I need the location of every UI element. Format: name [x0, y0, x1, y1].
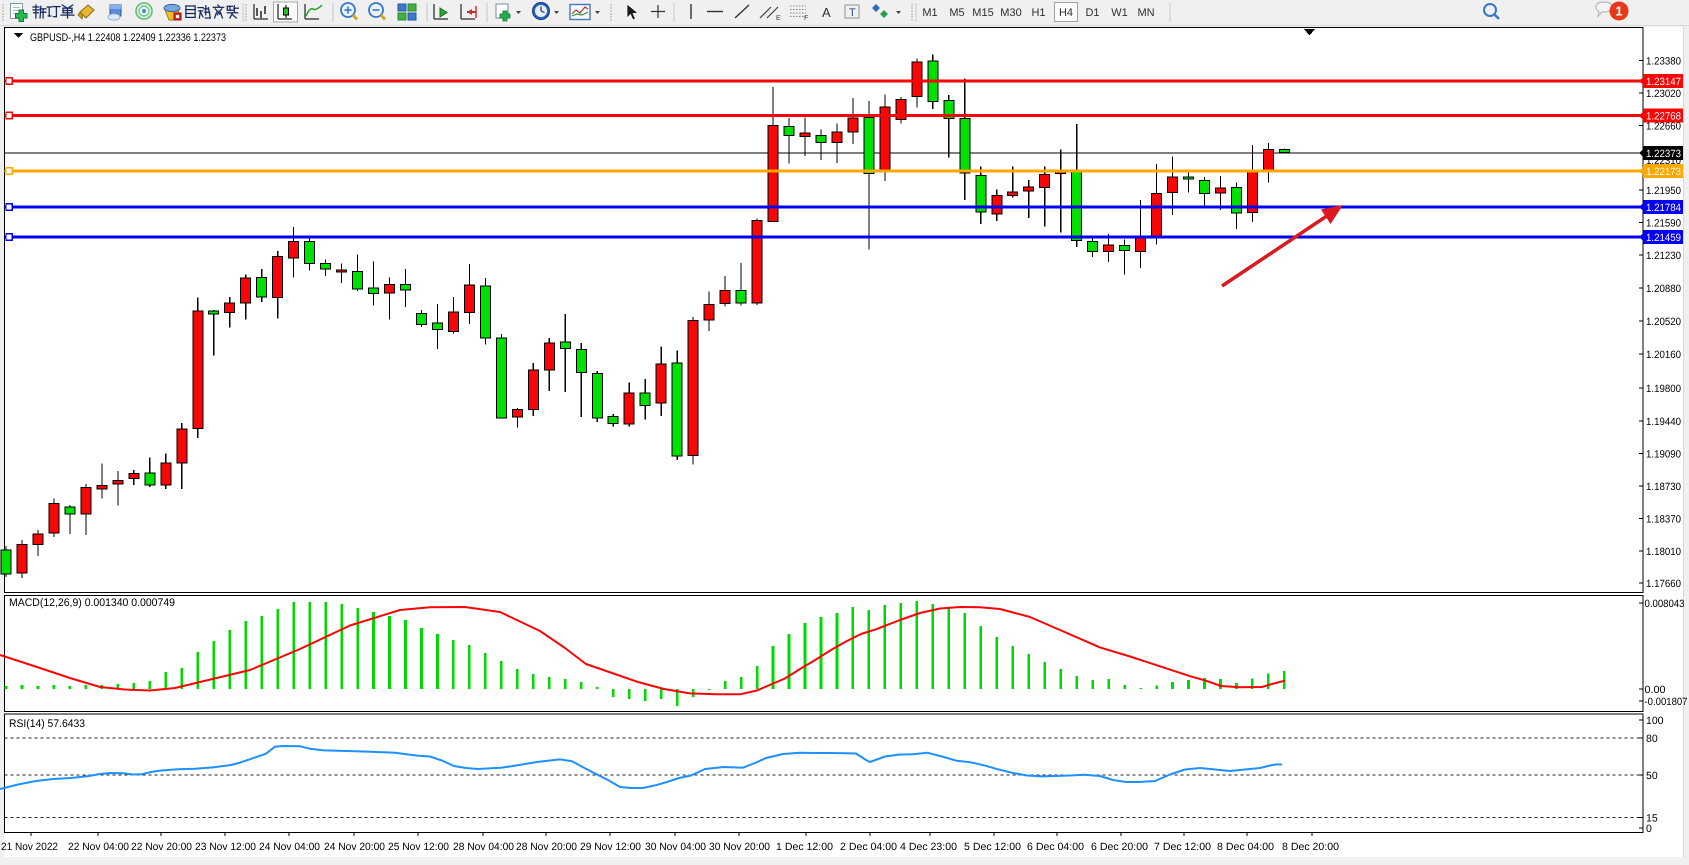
svg-text:7 Dec 12:00: 7 Dec 12:00: [1154, 841, 1211, 853]
svg-text:30 Nov 04:00: 30 Nov 04:00: [645, 841, 706, 853]
svg-text:5 Dec 12:00: 5 Dec 12:00: [964, 841, 1021, 853]
svg-text:2 Dec 04:00: 2 Dec 04:00: [840, 841, 897, 853]
svg-text:23 Nov 12:00: 23 Nov 12:00: [195, 841, 256, 853]
svg-text:25 Nov 12:00: 25 Nov 12:00: [388, 841, 449, 853]
svg-text:T: T: [849, 7, 856, 19]
svg-text:-0.001807: -0.001807: [1645, 696, 1688, 708]
svg-text:1.21950: 1.21950: [1646, 185, 1681, 197]
svg-text:1.23020: 1.23020: [1646, 88, 1681, 100]
svg-text:1.22768: 1.22768: [1646, 111, 1681, 123]
svg-text:M15: M15: [972, 7, 993, 19]
svg-text:0.008043: 0.008043: [1645, 598, 1685, 610]
svg-text:MACD(12,26,9) 0.001340 0.00074: MACD(12,26,9) 0.001340 0.000749: [9, 597, 175, 609]
svg-text:22 Nov 04:00: 22 Nov 04:00: [68, 841, 129, 853]
svg-text:22 Nov 20:00: 22 Nov 20:00: [131, 841, 192, 853]
svg-text:M1: M1: [922, 7, 937, 19]
svg-text:29 Nov 12:00: 29 Nov 12:00: [580, 841, 641, 853]
svg-text:1 Dec 12:00: 1 Dec 12:00: [776, 841, 833, 853]
svg-text:1.22173: 1.22173: [1646, 166, 1681, 178]
svg-text:H4: H4: [1059, 7, 1073, 19]
svg-text:1.21590: 1.21590: [1646, 217, 1681, 229]
svg-text:30 Nov 20:00: 30 Nov 20:00: [709, 841, 770, 853]
svg-text:24 Nov 20:00: 24 Nov 20:00: [324, 841, 385, 853]
svg-text:6 Dec 20:00: 6 Dec 20:00: [1091, 841, 1148, 853]
svg-text:28 Nov 04:00: 28 Nov 04:00: [453, 841, 514, 853]
svg-text:1.21459: 1.21459: [1646, 232, 1681, 244]
svg-text:F: F: [804, 15, 808, 22]
svg-text:6 Dec 04:00: 6 Dec 04:00: [1027, 841, 1084, 853]
svg-text:MN: MN: [1137, 7, 1154, 19]
svg-text:1.17660: 1.17660: [1646, 578, 1681, 590]
svg-text:1.20880: 1.20880: [1646, 283, 1681, 295]
svg-text:1.20160: 1.20160: [1646, 349, 1681, 361]
svg-text:GBPUSD-,H4 1.22408 1.22409 1.: GBPUSD-,H4 1.22408 1.22409 1.22336 1.223…: [30, 32, 226, 44]
svg-text:W1: W1: [1111, 7, 1128, 19]
svg-text:1.19440: 1.19440: [1646, 416, 1681, 428]
svg-text:M30: M30: [1000, 7, 1021, 19]
svg-text:RSI(14) 57.6433: RSI(14) 57.6433: [9, 718, 85, 730]
svg-text:1.18010: 1.18010: [1646, 546, 1681, 558]
svg-text:80: 80: [1646, 733, 1658, 745]
svg-text:D1: D1: [1085, 7, 1099, 19]
svg-text:M5: M5: [949, 7, 964, 19]
svg-text:50: 50: [1646, 770, 1658, 782]
svg-text:0.00: 0.00: [1645, 684, 1666, 696]
svg-text:E: E: [776, 15, 781, 22]
svg-text:28 Nov 20:00: 28 Nov 20:00: [516, 841, 577, 853]
svg-text:1.18730: 1.18730: [1646, 481, 1681, 493]
svg-text:100: 100: [1646, 715, 1664, 727]
svg-text:1: 1: [1615, 4, 1622, 19]
svg-text:0: 0: [1646, 823, 1652, 835]
svg-text:1.23147: 1.23147: [1646, 76, 1681, 88]
svg-text:H1: H1: [1031, 7, 1045, 19]
svg-text:A: A: [822, 5, 831, 20]
svg-text:1.21784: 1.21784: [1646, 202, 1681, 214]
svg-text:1.19090: 1.19090: [1646, 449, 1681, 461]
svg-text:1.18370: 1.18370: [1646, 514, 1681, 526]
svg-text:24 Nov 04:00: 24 Nov 04:00: [259, 841, 320, 853]
svg-text:1.19800: 1.19800: [1646, 383, 1681, 395]
svg-text:4 Dec 23:00: 4 Dec 23:00: [900, 841, 957, 853]
svg-text:1.22373: 1.22373: [1646, 148, 1681, 160]
svg-text:8 Dec 04:00: 8 Dec 04:00: [1217, 841, 1274, 853]
svg-text:1.21230: 1.21230: [1646, 250, 1681, 262]
svg-text:1.23380: 1.23380: [1646, 56, 1681, 68]
svg-text:1.20520: 1.20520: [1646, 316, 1681, 328]
svg-text:8 Dec 20:00: 8 Dec 20:00: [1282, 841, 1339, 853]
svg-text:21 Nov 2022: 21 Nov 2022: [1, 841, 58, 853]
